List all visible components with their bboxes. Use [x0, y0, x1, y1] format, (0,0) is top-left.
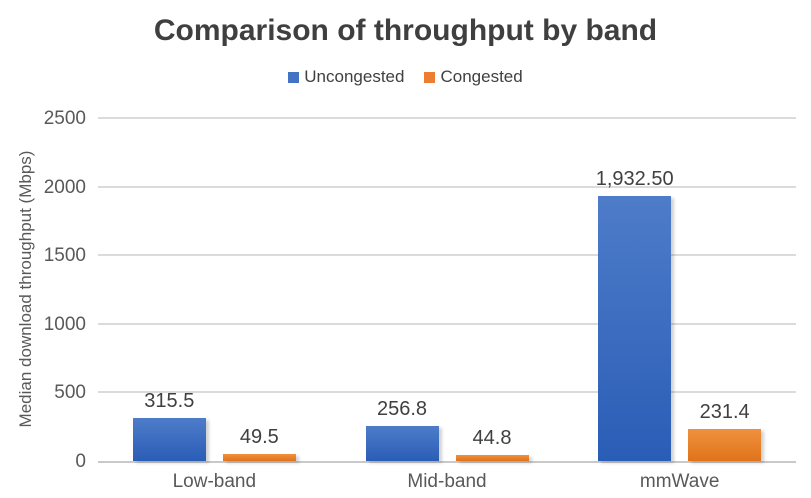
bar-uncongested-low-band — [132, 417, 206, 461]
legend-item-congested: Congested — [424, 67, 523, 87]
gridline-1500 — [98, 254, 796, 257]
bar-congested-mid-band — [455, 454, 529, 461]
y-axis-tick-label: 500 — [54, 382, 86, 404]
legend: Uncongested Congested — [0, 67, 811, 87]
gridline-2000 — [98, 185, 796, 188]
bar-congested-mmwave — [688, 429, 762, 461]
gridline-1000 — [98, 322, 796, 325]
y-axis-tick-label: 2500 — [43, 108, 86, 129]
x-axis-category-label-low-band: Low-band — [172, 471, 257, 492]
legend-swatch-congested — [424, 71, 436, 83]
bar-uncongested-mid-band — [365, 425, 439, 461]
legend-item-uncongested: Uncongested — [288, 67, 404, 87]
gridline-2500 — [98, 117, 796, 119]
y-axis-tick-label: 2000 — [43, 176, 86, 198]
bar-uncongested-mmwave — [598, 195, 672, 461]
x-axis-category-label-mid-band: Mid-band — [407, 471, 487, 492]
legend-label-congested: Congested — [440, 67, 523, 86]
bar-value-label-congested-mid-band: 44.8 — [472, 426, 512, 449]
y-axis-tick-label: 0 — [75, 451, 86, 472]
y-axis-tick-label: 1000 — [43, 313, 86, 335]
bar-value-label-uncongested-low-band: 315.5 — [144, 389, 195, 412]
plot-area: 0 500 1000 1500 2000 2500 Low-band 315.5 49.5 Mid… — [44, 109, 796, 491]
x-axis-category-label-mmwave: mmWave — [639, 471, 720, 492]
bar-value-label-uncongested-mmwave: 1,932.50 — [595, 167, 674, 190]
y-axis-tick-label: 1500 — [43, 245, 86, 267]
chart-title: Comparison of throughput by band — [153, 14, 658, 47]
legend-label-uncongested: Uncongested — [304, 67, 405, 86]
legend-swatch-uncongested — [288, 71, 300, 83]
bar-value-label-uncongested-mid-band: 256.8 — [376, 397, 428, 420]
bar-value-label-congested-low-band: 49.5 — [239, 426, 279, 449]
gridline-500 — [98, 391, 796, 394]
bar-value-label-congested-mmwave: 231.4 — [699, 401, 750, 424]
bar-congested-low-band — [222, 454, 296, 461]
